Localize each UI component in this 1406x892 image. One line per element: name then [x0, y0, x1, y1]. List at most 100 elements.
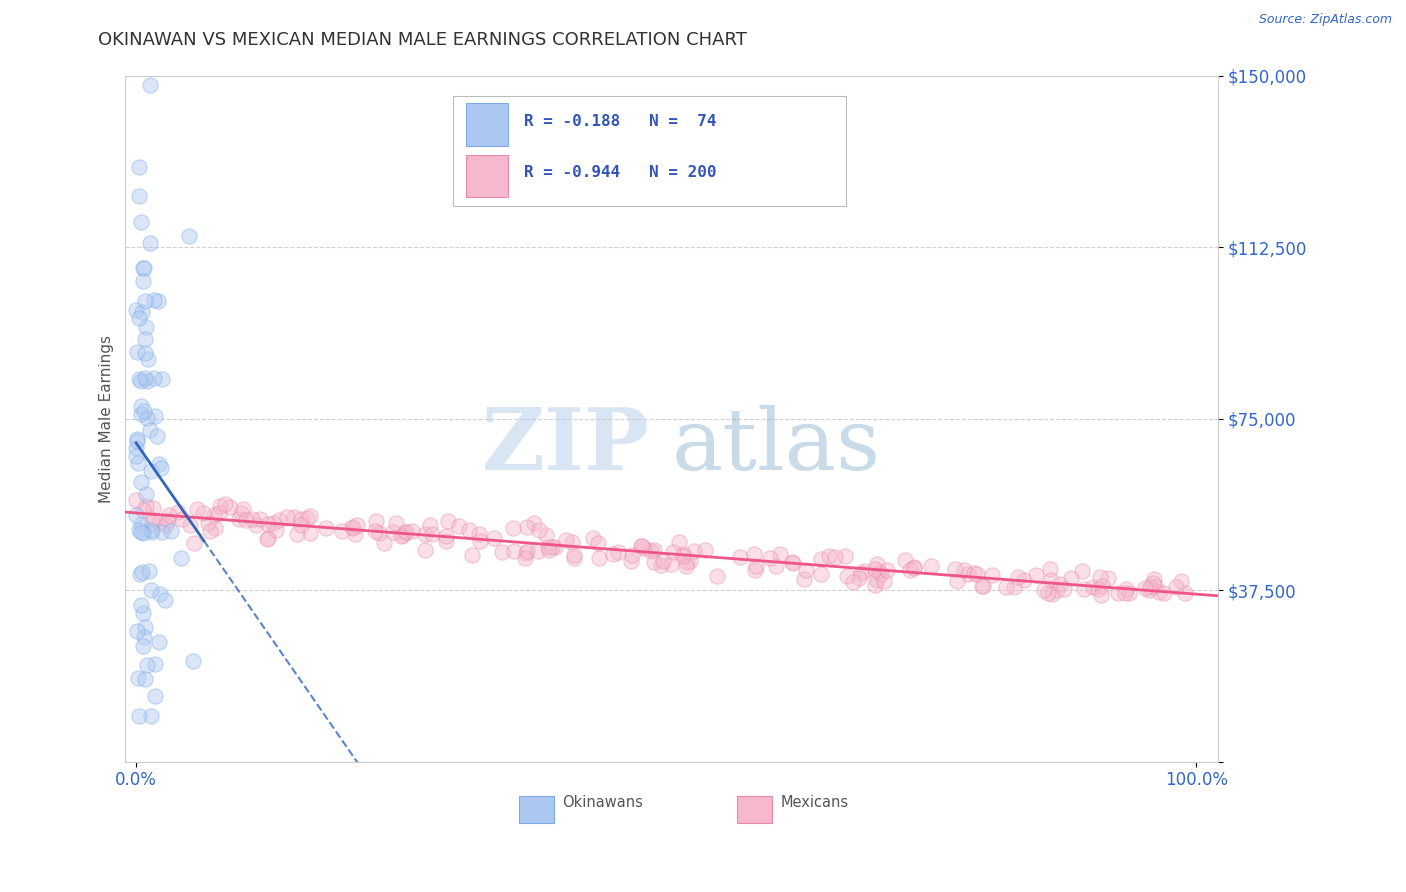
- Point: [671, 549, 693, 563]
- Point: [544, 540, 567, 554]
- Point: [516, 543, 538, 558]
- Point: [232, 502, 254, 516]
- Point: [125, 442, 148, 456]
- Point: [434, 529, 457, 543]
- Point: [170, 512, 193, 526]
- Point: [191, 506, 214, 520]
- FancyBboxPatch shape: [453, 96, 846, 206]
- Point: [159, 508, 181, 523]
- Point: [141, 525, 163, 540]
- Point: [392, 528, 415, 542]
- FancyBboxPatch shape: [737, 796, 772, 823]
- Point: [197, 516, 219, 530]
- Point: [759, 551, 782, 566]
- Point: [588, 550, 610, 565]
- Text: Okinawans: Okinawans: [562, 796, 643, 810]
- Point: [342, 520, 364, 534]
- Point: [138, 564, 160, 578]
- Point: [742, 548, 765, 562]
- Point: [419, 518, 441, 533]
- Point: [135, 320, 157, 334]
- Point: [181, 654, 204, 668]
- Point: [413, 543, 436, 558]
- Point: [903, 561, 925, 575]
- Point: [127, 671, 149, 685]
- Point: [132, 503, 155, 517]
- Point: [141, 516, 163, 530]
- Point: [555, 533, 578, 547]
- Point: [143, 293, 166, 307]
- Point: [946, 574, 969, 588]
- Text: R = -0.188   N =  74: R = -0.188 N = 74: [524, 114, 717, 128]
- Point: [149, 587, 172, 601]
- Point: [148, 635, 170, 649]
- Point: [1137, 583, 1160, 598]
- Point: [132, 526, 155, 541]
- Point: [209, 499, 232, 513]
- Point: [620, 548, 643, 562]
- Point: [810, 566, 832, 581]
- Point: [366, 514, 388, 528]
- Point: [138, 235, 160, 250]
- Point: [640, 543, 662, 558]
- Point: [866, 557, 889, 571]
- Point: [1088, 570, 1111, 584]
- Point: [894, 553, 917, 567]
- Point: [134, 370, 156, 384]
- Point: [420, 527, 443, 541]
- Point: [256, 517, 278, 532]
- Point: [1091, 579, 1114, 593]
- Point: [235, 513, 257, 527]
- Point: [1118, 586, 1140, 600]
- Point: [817, 549, 839, 563]
- Point: [128, 709, 150, 723]
- Point: [1073, 582, 1095, 596]
- Point: [153, 593, 176, 607]
- Point: [683, 544, 706, 558]
- Point: [842, 574, 865, 589]
- Point: [1049, 577, 1071, 591]
- Point: [458, 523, 481, 537]
- Point: [527, 523, 550, 537]
- Point: [363, 524, 385, 539]
- Y-axis label: Median Male Earnings: Median Male Earnings: [100, 334, 114, 502]
- Point: [1039, 573, 1062, 587]
- Point: [503, 544, 526, 558]
- Point: [630, 539, 652, 553]
- Text: atlas: atlas: [672, 404, 880, 488]
- Point: [834, 549, 856, 563]
- Point: [447, 518, 470, 533]
- Point: [972, 579, 994, 593]
- Point: [129, 475, 152, 489]
- Point: [527, 543, 550, 558]
- Point: [1090, 588, 1112, 602]
- Point: [342, 520, 364, 534]
- Point: [298, 508, 321, 523]
- Point: [866, 573, 889, 587]
- Point: [134, 346, 156, 360]
- Point: [177, 228, 200, 243]
- Point: [231, 506, 253, 520]
- Point: [491, 544, 513, 558]
- Point: [1036, 586, 1059, 600]
- Point: [865, 561, 887, 575]
- Point: [208, 507, 231, 521]
- Point: [395, 524, 418, 539]
- Point: [502, 521, 524, 535]
- Point: [141, 583, 163, 598]
- Point: [1153, 586, 1175, 600]
- Point: [125, 434, 148, 449]
- Point: [1114, 586, 1136, 600]
- Point: [136, 375, 159, 389]
- Point: [200, 524, 222, 539]
- Point: [143, 690, 166, 704]
- Point: [128, 523, 150, 537]
- Point: [139, 709, 162, 723]
- Point: [956, 567, 979, 582]
- Point: [793, 572, 815, 586]
- Point: [1166, 580, 1188, 594]
- Point: [128, 160, 150, 174]
- Point: [129, 374, 152, 388]
- Point: [186, 501, 208, 516]
- Point: [132, 607, 155, 621]
